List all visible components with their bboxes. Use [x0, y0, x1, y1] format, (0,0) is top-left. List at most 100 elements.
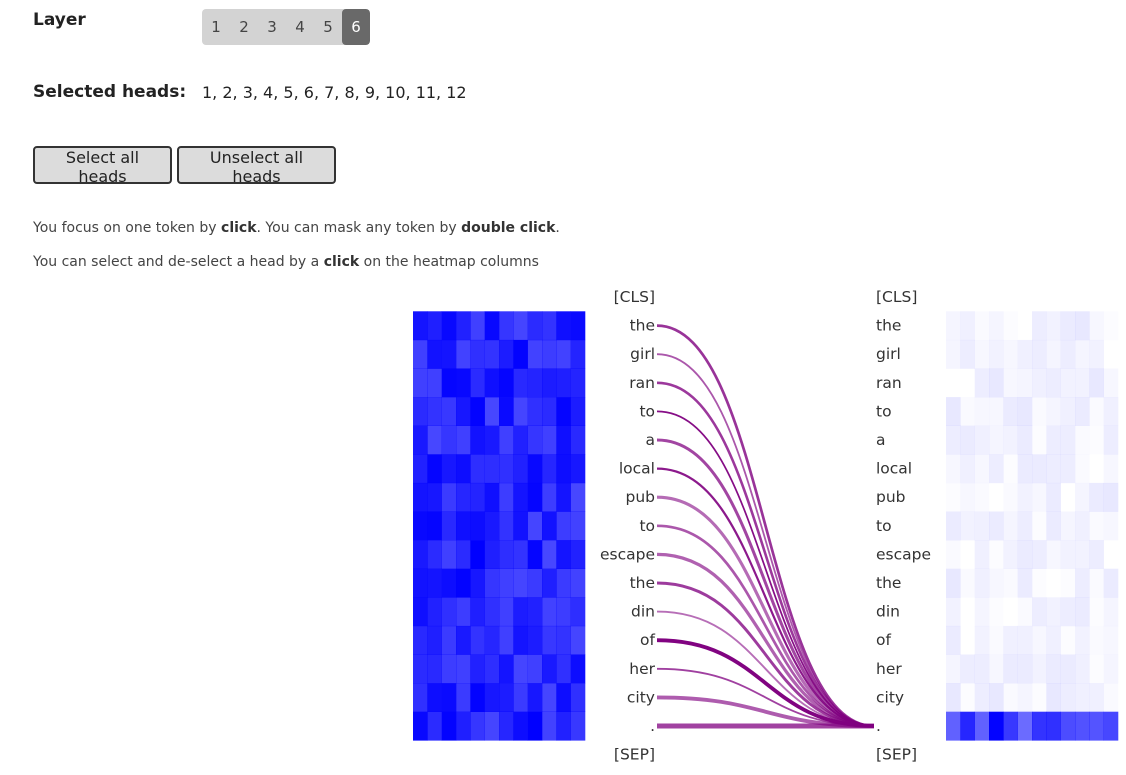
heatmap-cell[interactable]	[1075, 625, 1090, 655]
heatmap-cell[interactable]	[456, 454, 471, 484]
heatmap-cell[interactable]	[441, 368, 457, 398]
right-token[interactable]: din	[876, 603, 900, 621]
heatmap-cell[interactable]	[1046, 654, 1061, 684]
heatmap-cell[interactable]	[427, 625, 442, 655]
heatmap-cell[interactable]	[1103, 397, 1119, 426]
heatmap-cell[interactable]	[989, 425, 1004, 455]
heatmap-cell[interactable]	[1032, 426, 1047, 455]
heatmap-cell[interactable]	[413, 711, 428, 741]
heatmap-cell[interactable]	[470, 568, 485, 598]
heatmap-cell[interactable]	[499, 311, 514, 341]
heatmap-cell[interactable]	[570, 654, 586, 684]
heatmap-cell[interactable]	[989, 511, 1004, 541]
heatmap-cell[interactable]	[1060, 511, 1076, 541]
right-token[interactable]: the	[876, 317, 901, 335]
heatmap-cell[interactable]	[989, 483, 1004, 512]
layer-option-5[interactable]: 5	[323, 18, 333, 36]
heatmap-cell[interactable]	[946, 369, 961, 398]
heatmap-cell[interactable]	[413, 397, 428, 426]
left-token[interactable]: pub	[625, 488, 655, 506]
heatmap-cell[interactable]	[456, 311, 471, 341]
heatmap-cell[interactable]	[441, 397, 457, 426]
heatmap-cell[interactable]	[427, 368, 442, 398]
heatmap-cell[interactable]	[1089, 597, 1104, 626]
left-token[interactable]: [SEP]	[614, 746, 655, 764]
heatmap-cell[interactable]	[1017, 711, 1033, 741]
heatmap-cell[interactable]	[470, 654, 485, 684]
heatmap-cell[interactable]	[960, 711, 975, 741]
heatmap-cell[interactable]	[456, 711, 471, 741]
heatmap-cell[interactable]	[1089, 655, 1104, 684]
heatmap-cell[interactable]	[1017, 482, 1033, 512]
heatmap-cell[interactable]	[1046, 711, 1061, 741]
heatmap-cell[interactable]	[1104, 512, 1119, 541]
heatmap-cell[interactable]	[456, 511, 471, 541]
heatmap-cell[interactable]	[556, 568, 571, 598]
heatmap-cell[interactable]	[975, 483, 990, 512]
heatmap-cell[interactable]	[1003, 454, 1018, 483]
heatmap-cell[interactable]	[989, 626, 1004, 655]
heatmap-cell[interactable]	[1003, 683, 1018, 712]
heatmap-cell[interactable]	[470, 625, 485, 655]
heatmap-cell[interactable]	[1017, 397, 1033, 426]
heatmap-cell[interactable]	[1104, 369, 1119, 398]
heatmap-cell[interactable]	[556, 625, 571, 655]
heatmap-cell[interactable]	[527, 568, 543, 598]
heatmap-cell[interactable]	[441, 311, 457, 341]
heatmap-cell[interactable]	[427, 482, 442, 512]
heatmap-cell[interactable]	[946, 425, 961, 455]
heatmap-cell[interactable]	[484, 711, 500, 741]
heatmap-cell[interactable]	[1018, 311, 1033, 340]
heatmap-cell[interactable]	[570, 454, 586, 484]
heatmap-cell[interactable]	[542, 568, 557, 598]
right-attention-heatmap[interactable]	[946, 311, 1119, 741]
heatmap-cell[interactable]	[974, 711, 990, 741]
heatmap-cell[interactable]	[1089, 368, 1104, 398]
heatmap-cell[interactable]	[484, 339, 500, 369]
left-token[interactable]: girl	[630, 345, 655, 363]
heatmap-cell[interactable]	[441, 540, 457, 569]
heatmap-cell[interactable]	[513, 339, 528, 369]
heatmap-cell[interactable]	[542, 654, 557, 684]
heatmap-cell[interactable]	[513, 425, 528, 455]
heatmap-cell[interactable]	[1089, 339, 1104, 369]
heatmap-cell[interactable]	[1104, 311, 1119, 340]
heatmap-cell[interactable]	[513, 711, 528, 741]
heatmap-cell[interactable]	[456, 368, 471, 398]
heatmap-cell[interactable]	[1060, 425, 1076, 455]
heatmap-cell[interactable]	[1046, 482, 1061, 512]
heatmap-cell[interactable]	[946, 711, 961, 741]
heatmap-cell[interactable]	[1075, 711, 1090, 741]
heatmap-cell[interactable]	[484, 311, 500, 341]
heatmap-cell[interactable]	[989, 454, 1004, 484]
layer-option-3[interactable]: 3	[267, 18, 277, 36]
heatmap-cell[interactable]	[427, 425, 442, 455]
heatmap-cell[interactable]	[470, 511, 485, 541]
heatmap-cell[interactable]	[1032, 683, 1047, 712]
heatmap-cell[interactable]	[1103, 597, 1119, 627]
left-token[interactable]: escape	[600, 545, 655, 563]
heatmap-cell[interactable]	[470, 397, 485, 426]
heatmap-cell[interactable]	[470, 482, 485, 512]
heatmap-cell[interactable]	[989, 569, 1004, 598]
right-token[interactable]: her	[876, 660, 902, 678]
heatmap-cell[interactable]	[570, 568, 586, 598]
heatmap-cell[interactable]	[1060, 454, 1076, 484]
heatmap-cell[interactable]	[946, 483, 961, 512]
heatmap-cell[interactable]	[441, 683, 457, 712]
heatmap-cell[interactable]	[470, 597, 485, 627]
heatmap-cell[interactable]	[470, 425, 485, 455]
right-token[interactable]: .	[876, 717, 881, 735]
heatmap-cell[interactable]	[484, 540, 500, 569]
heatmap-cell[interactable]	[1017, 540, 1033, 569]
heatmap-cell[interactable]	[456, 597, 471, 627]
heatmap-cell[interactable]	[484, 425, 500, 455]
left-token[interactable]: to	[639, 517, 655, 535]
heatmap-cell[interactable]	[989, 683, 1004, 712]
right-token[interactable]: girl	[876, 345, 901, 363]
heatmap-cell[interactable]	[427, 683, 442, 712]
heatmap-cell[interactable]	[1032, 454, 1047, 484]
heatmap-cell[interactable]	[556, 597, 571, 627]
heatmap-cell[interactable]	[499, 654, 514, 684]
heatmap-cell[interactable]	[974, 597, 990, 627]
